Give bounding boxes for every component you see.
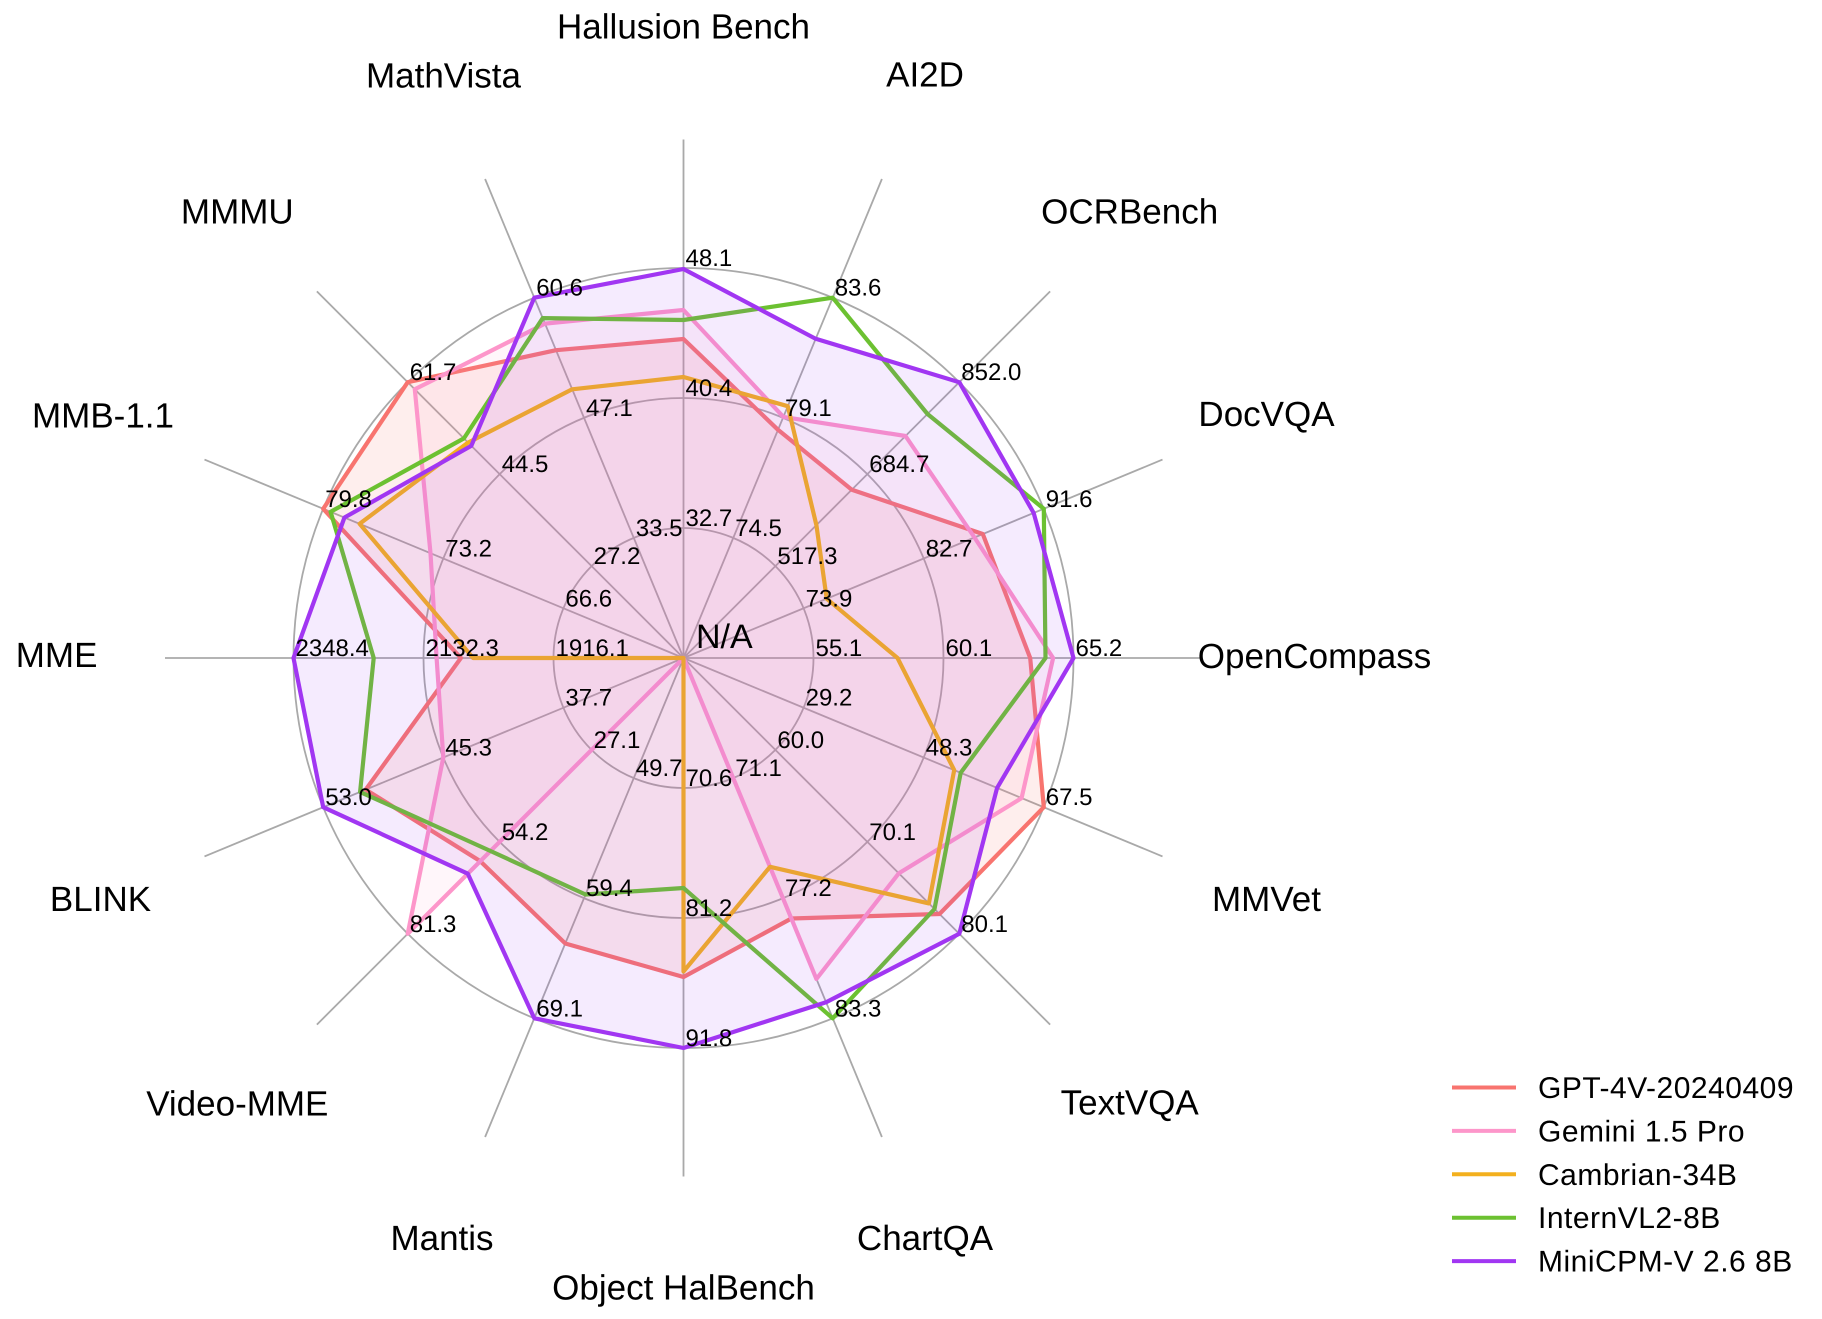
svg-text:2132.3: 2132.3 xyxy=(426,635,499,662)
svg-text:54.2: 54.2 xyxy=(502,819,549,846)
svg-text:27.1: 27.1 xyxy=(594,727,641,754)
svg-text:InternVL2-8B: InternVL2-8B xyxy=(1538,1202,1721,1235)
svg-text:48.3: 48.3 xyxy=(926,735,973,762)
svg-text:40.4: 40.4 xyxy=(686,375,733,402)
svg-text:MMMU: MMMU xyxy=(181,193,294,232)
svg-text:1916.1: 1916.1 xyxy=(556,635,629,662)
svg-text:BLINK: BLINK xyxy=(50,880,151,919)
svg-text:53.0: 53.0 xyxy=(325,784,372,811)
svg-text:81.3: 81.3 xyxy=(410,911,457,938)
svg-text:73.9: 73.9 xyxy=(806,585,853,612)
svg-text:73.2: 73.2 xyxy=(445,536,492,563)
svg-text:81.2: 81.2 xyxy=(686,895,733,922)
svg-text:48.1: 48.1 xyxy=(686,245,733,272)
svg-text:79.8: 79.8 xyxy=(325,486,372,513)
svg-text:45.3: 45.3 xyxy=(445,735,492,762)
svg-text:ChartQA: ChartQA xyxy=(857,1219,994,1258)
svg-text:65.2: 65.2 xyxy=(1076,635,1123,662)
svg-text:67.5: 67.5 xyxy=(1046,784,1093,811)
svg-text:71.1: 71.1 xyxy=(735,755,782,782)
svg-text:60.0: 60.0 xyxy=(777,727,824,754)
svg-text:44.5: 44.5 xyxy=(502,451,549,478)
svg-text:60.6: 60.6 xyxy=(536,275,583,302)
svg-text:MMVet: MMVet xyxy=(1212,880,1321,919)
svg-text:59.4: 59.4 xyxy=(586,875,633,902)
svg-text:MMB-1.1: MMB-1.1 xyxy=(32,397,174,436)
svg-text:AI2D: AI2D xyxy=(886,56,964,95)
svg-text:OpenCompass: OpenCompass xyxy=(1198,637,1431,676)
svg-text:77.2: 77.2 xyxy=(785,875,832,902)
svg-text:91.6: 91.6 xyxy=(1046,486,1093,513)
svg-text:83.3: 83.3 xyxy=(835,995,882,1022)
svg-text:33.5: 33.5 xyxy=(636,515,683,542)
svg-text:852.0: 852.0 xyxy=(961,359,1021,386)
svg-text:N/A: N/A xyxy=(696,618,753,656)
svg-text:91.8: 91.8 xyxy=(686,1025,733,1052)
svg-text:55.1: 55.1 xyxy=(816,635,863,662)
svg-text:61.7: 61.7 xyxy=(410,359,457,386)
svg-text:29.2: 29.2 xyxy=(806,685,853,712)
svg-text:TextVQA: TextVQA xyxy=(1061,1084,1200,1123)
svg-text:2348.4: 2348.4 xyxy=(296,635,369,662)
svg-text:70.6: 70.6 xyxy=(686,765,733,792)
svg-text:70.1: 70.1 xyxy=(869,819,916,846)
svg-text:MathVista: MathVista xyxy=(366,56,522,95)
svg-text:80.1: 80.1 xyxy=(961,911,1008,938)
svg-text:Mantis: Mantis xyxy=(390,1219,493,1258)
svg-text:GPT-4V-20240409: GPT-4V-20240409 xyxy=(1538,1072,1794,1105)
svg-text:49.7: 49.7 xyxy=(636,755,683,782)
svg-text:517.3: 517.3 xyxy=(777,543,837,570)
svg-text:Hallusion Bench: Hallusion Bench xyxy=(557,8,810,47)
svg-text:684.7: 684.7 xyxy=(869,451,929,478)
svg-text:OCRBench: OCRBench xyxy=(1041,193,1218,232)
svg-text:60.1: 60.1 xyxy=(946,635,993,662)
svg-text:27.2: 27.2 xyxy=(594,543,641,570)
svg-text:MiniCPM-V 2.6 8B: MiniCPM-V 2.6 8B xyxy=(1538,1246,1793,1279)
svg-text:66.6: 66.6 xyxy=(565,585,612,612)
svg-text:Gemini 1.5 Pro: Gemini 1.5 Pro xyxy=(1538,1115,1745,1148)
svg-text:79.1: 79.1 xyxy=(785,395,832,422)
svg-text:74.5: 74.5 xyxy=(735,515,782,542)
svg-text:37.7: 37.7 xyxy=(565,685,612,712)
svg-text:83.6: 83.6 xyxy=(835,275,882,302)
svg-text:32.7: 32.7 xyxy=(686,505,733,532)
svg-text:Cambrian-34B: Cambrian-34B xyxy=(1538,1159,1737,1192)
svg-text:47.1: 47.1 xyxy=(586,395,633,422)
svg-text:Video-MME: Video-MME xyxy=(146,1085,328,1124)
svg-text:DocVQA: DocVQA xyxy=(1198,395,1335,434)
svg-text:MME: MME xyxy=(16,636,98,675)
svg-text:Object HalBench: Object HalBench xyxy=(552,1268,815,1307)
svg-text:69.1: 69.1 xyxy=(536,995,583,1022)
svg-text:82.7: 82.7 xyxy=(926,536,973,563)
